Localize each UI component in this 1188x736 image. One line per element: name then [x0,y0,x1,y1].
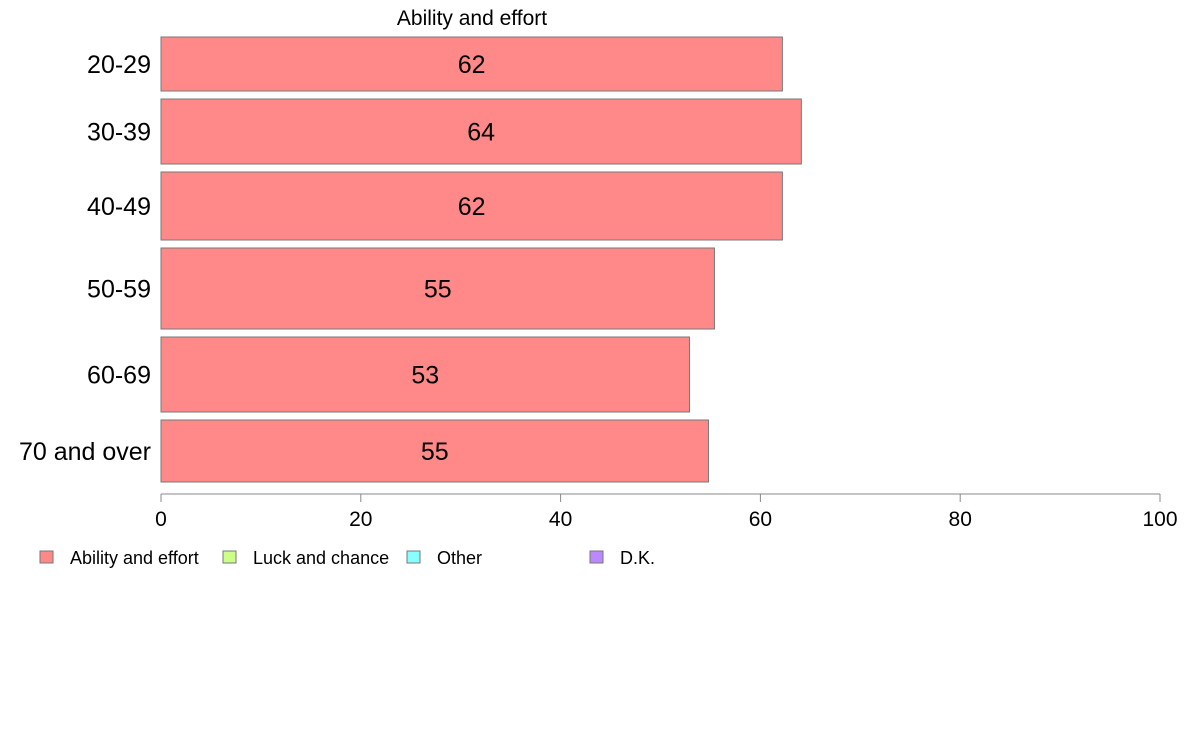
legend-label: Other [437,548,482,568]
legend-label: Ability and effort [70,548,199,568]
category-label: 60-69 [87,362,151,390]
bar-value-label: 62 [458,193,486,221]
legend-swatch [406,550,421,564]
legend: Ability and effort Luck and chance Other D.… [39,548,655,568]
legend-swatch [222,550,237,564]
category-label: 50-59 [87,276,151,304]
bar-value-label: 62 [458,51,486,79]
x-tick-label: 80 [949,508,972,531]
bar [160,36,783,92]
category-label: 40-49 [87,193,151,221]
legend-swatch [589,550,604,564]
bar-value-label: 64 [467,119,495,147]
chart-title: Ability and effort [397,7,547,30]
bar [160,247,715,330]
bar-value-label: 55 [421,438,449,466]
bar [160,98,802,165]
category-label: 20-29 [87,51,151,79]
bar-value-label: 55 [424,276,452,304]
x-tick-label: 0 [155,508,167,531]
category-label: 70 and over [19,438,151,466]
bar [160,336,690,413]
x-axis: 0 20 40 60 80 100 [155,493,1178,531]
bar-value-label: 53 [411,362,439,390]
bar [160,171,783,241]
legend-label: D.K. [620,548,655,568]
x-tick-label: 60 [749,508,772,531]
bar [160,419,709,483]
x-tick-label: 20 [349,508,372,531]
bars-layer: 20-29 62 30-39 64 40-49 62 50-59 55 60-69 53 70 an… [19,36,802,483]
legend-label: Luck and chance [253,548,389,568]
category-label: 30-39 [87,119,151,147]
x-tick-label: 40 [549,508,572,531]
x-tick-label: 100 [1142,508,1177,531]
legend-swatch [39,550,54,564]
